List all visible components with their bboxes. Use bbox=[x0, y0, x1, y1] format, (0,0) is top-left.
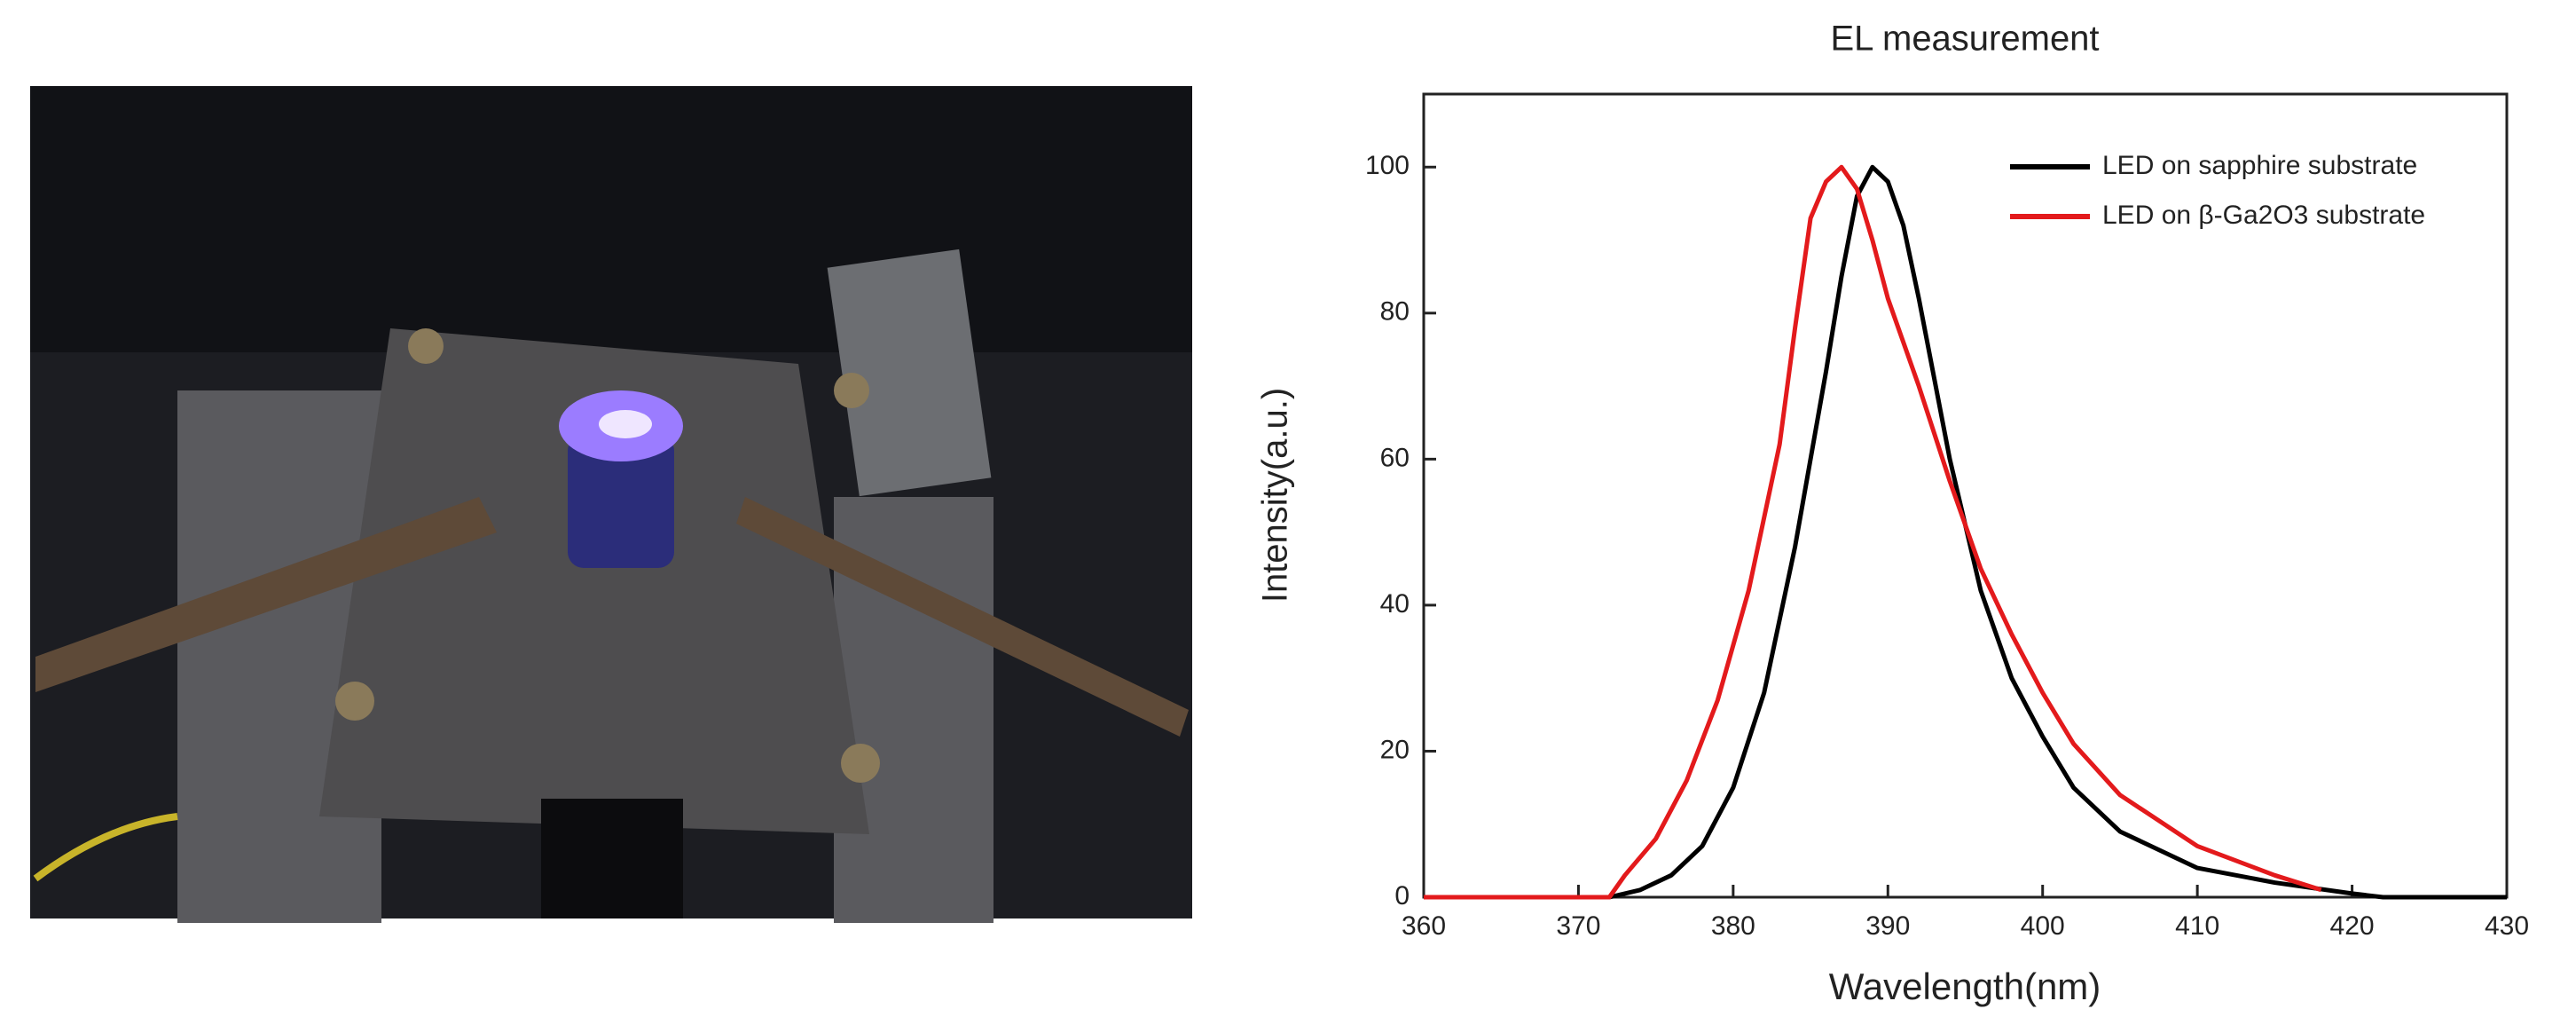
x-tick-label: 420 bbox=[2330, 911, 2375, 941]
chart-title: EL measurement bbox=[1830, 20, 2099, 59]
y-tick-label: 80 bbox=[1380, 297, 1410, 327]
y-tick-label: 100 bbox=[1365, 151, 1410, 180]
series-line bbox=[1424, 164, 2507, 900]
series-line bbox=[1424, 164, 2322, 900]
plot: 360 370 380 390 400 410 420 430 0 20 40 60 80 100 LED … bbox=[1365, 92, 2529, 941]
y-tick-label: 40 bbox=[1380, 589, 1410, 619]
plot-frame bbox=[1422, 92, 2509, 899]
x-tick-label: 370 bbox=[1556, 911, 1600, 941]
x-tick-label: 360 bbox=[1402, 911, 1446, 941]
x-tick-label: 410 bbox=[2175, 911, 2219, 941]
legend-label: LED on sapphire substrate bbox=[2102, 151, 2417, 180]
y-tick-label: 60 bbox=[1380, 443, 1410, 472]
x-tick-label: 400 bbox=[2021, 911, 2065, 941]
photo bbox=[30, 86, 1192, 923]
y-axis-label: Intensity(a.u.) bbox=[1256, 388, 1295, 603]
y-tick-label: 20 bbox=[1380, 735, 1410, 764]
legend-label: LED on β-Ga2O3 substrate bbox=[2102, 201, 2425, 230]
x-tick-label: 380 bbox=[1711, 911, 1755, 941]
x-tick-label: 430 bbox=[2485, 911, 2529, 941]
x-axis-label: Wavelength(nm) bbox=[1829, 966, 2101, 1007]
y-tick-label: 0 bbox=[1394, 881, 1410, 911]
x-tick-label: 390 bbox=[1865, 911, 1910, 941]
